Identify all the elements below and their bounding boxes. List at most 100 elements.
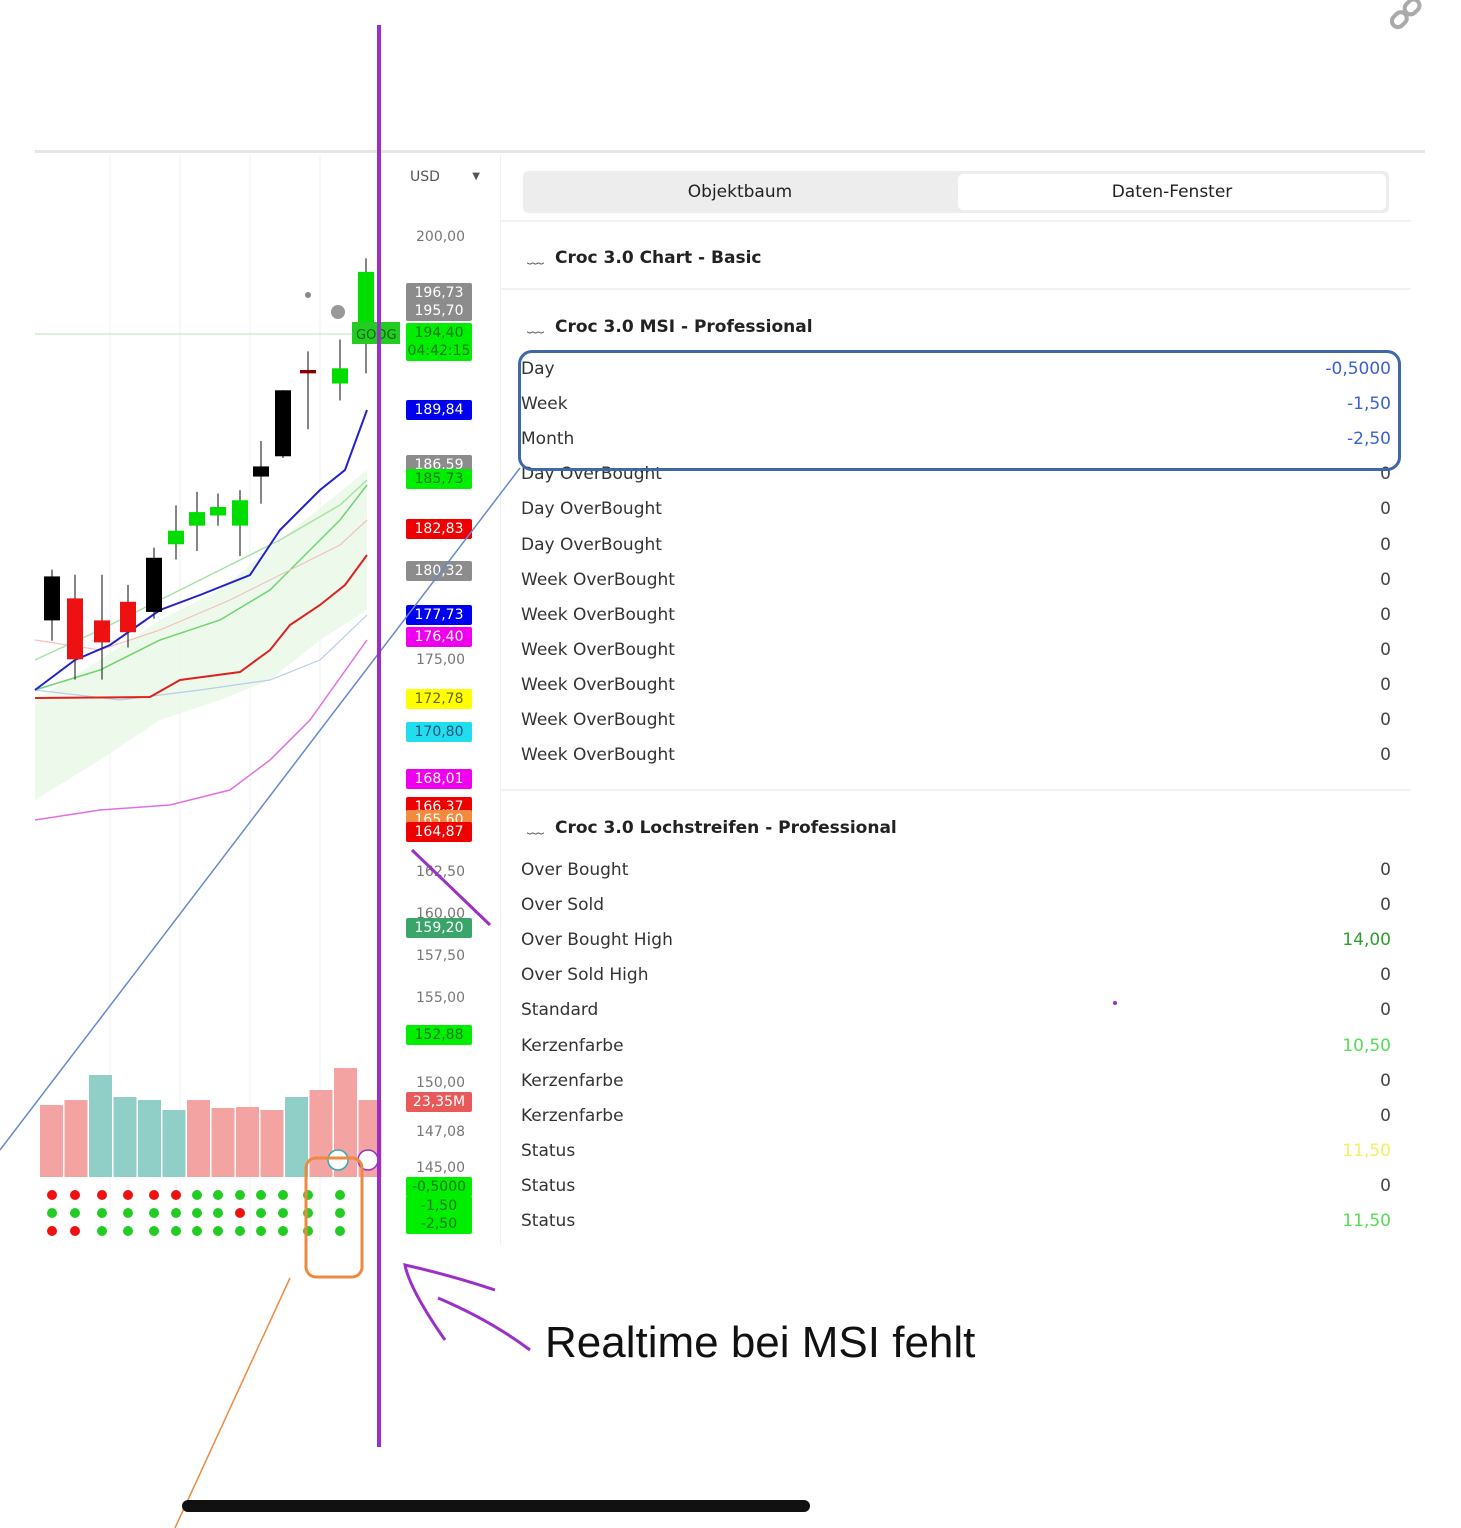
- price-label: -2,50: [406, 1213, 472, 1234]
- price-label: 04:42:15: [406, 341, 472, 362]
- signal-dot: [123, 1190, 133, 1200]
- row-value: 0: [1380, 710, 1391, 730]
- signal-dot: [303, 1190, 313, 1200]
- axis-tick-label: 162,50: [416, 863, 465, 880]
- price-label: 196,73: [406, 283, 472, 304]
- panel-tabs: Objektbaum Daten-Fenster: [523, 171, 1389, 213]
- row-label: Status: [521, 1140, 576, 1161]
- home-indicator[interactable]: [182, 1500, 810, 1512]
- volume-bar: [113, 1097, 137, 1177]
- signal-dot: [70, 1208, 80, 1218]
- currency-select[interactable]: USD ▼: [410, 163, 488, 191]
- data-row: Month -2,50: [521, 429, 1391, 459]
- price-label: 159,20: [406, 918, 472, 939]
- data-row: Over Sold 0: [521, 895, 1391, 925]
- price-label: 180,32: [406, 560, 472, 581]
- row-label: Week OverBought: [521, 639, 675, 660]
- data-row: Kerzenfarbe 0: [521, 1071, 1391, 1101]
- row-value: 0: [1380, 464, 1391, 485]
- signal-dot: [213, 1226, 223, 1236]
- data-row: Over Bought High 14,00: [521, 930, 1391, 960]
- collapse-icon[interactable]: ﹏: [527, 248, 544, 268]
- data-row: Day OverBought 0: [521, 535, 1391, 565]
- section-header[interactable]: ﹏ Croc 3.0 Chart - Basic: [527, 243, 761, 268]
- annotation-orange-line: [174, 1277, 291, 1528]
- signal-dot: [97, 1190, 107, 1200]
- row-label: Day OverBought: [521, 499, 662, 520]
- signal-dot: [192, 1226, 202, 1236]
- signal-dot: [278, 1190, 288, 1200]
- alert-icon[interactable]: [327, 1149, 349, 1171]
- signal-dot: [335, 1208, 345, 1218]
- signal-dot: [70, 1226, 80, 1236]
- data-row: Status 11,50: [521, 1211, 1391, 1241]
- signal-dot: [235, 1226, 245, 1236]
- signal-dot: [171, 1226, 181, 1236]
- row-label: Day: [521, 359, 555, 379]
- data-row: Kerzenfarbe 0: [521, 1106, 1391, 1136]
- section-title: Croc 3.0 Chart - Basic: [555, 248, 762, 268]
- tab-objektbaum[interactable]: Objektbaum: [687, 182, 793, 202]
- collapse-icon[interactable]: ﹏: [527, 818, 544, 838]
- row-label: Month: [521, 429, 575, 450]
- candle: [94, 620, 110, 643]
- candle: [300, 369, 316, 374]
- tab-daten-fenster[interactable]: Daten-Fenster: [958, 174, 1386, 210]
- row-label: Kerzenfarbe: [521, 1105, 624, 1126]
- signal-dot: [149, 1226, 159, 1236]
- candle: [67, 598, 83, 660]
- volume-bar: [236, 1107, 259, 1177]
- row-label: Week OverBought: [521, 569, 675, 590]
- signal-dot: [171, 1208, 181, 1218]
- data-row: Week OverBought 0: [521, 570, 1391, 600]
- signal-dot: [171, 1190, 181, 1200]
- row-label: Over Sold High: [521, 965, 649, 986]
- signal-dot: [335, 1226, 345, 1236]
- signal-dot: [335, 1190, 345, 1200]
- section-header[interactable]: ﹏ Croc 3.0 Lochstreifen - Professional: [527, 813, 897, 838]
- row-label: Week OverBought: [521, 745, 675, 766]
- marker-dot: [305, 292, 311, 298]
- data-row: Week OverBought 0: [521, 675, 1391, 705]
- data-row: Standard 0: [521, 1000, 1391, 1030]
- candle: [232, 500, 248, 526]
- row-label: Over Bought High: [521, 930, 673, 951]
- lightning-icon[interactable]: [357, 1149, 379, 1171]
- candle: [332, 368, 348, 384]
- axis-tick-label: 155,00: [416, 990, 465, 1007]
- signal-dot: [97, 1226, 107, 1236]
- signal-dot: [278, 1226, 288, 1236]
- signal-dot: [235, 1190, 245, 1200]
- candle: [146, 557, 162, 612]
- data-row: Day OverBought 0: [521, 499, 1391, 529]
- row-value: 0: [1380, 745, 1391, 766]
- signal-dot: [47, 1208, 57, 1218]
- row-label: Over Bought: [521, 860, 629, 880]
- price-label: 168,01: [406, 769, 472, 790]
- candle: [275, 390, 291, 457]
- row-label: Status: [521, 1211, 576, 1231]
- row-value: -2,50: [1347, 429, 1391, 450]
- signal-dot: [97, 1208, 107, 1218]
- row-label: Week OverBought: [521, 710, 675, 730]
- row-value: 0: [1380, 604, 1391, 625]
- signal-dot: [192, 1208, 202, 1218]
- row-label: Week OverBought: [521, 674, 675, 695]
- price-chart[interactable]: GOOG: [0, 0, 400, 1245]
- annotation-arrow: [403, 1263, 496, 1341]
- top-divider: [35, 150, 1425, 153]
- marker-dot: [331, 305, 345, 319]
- axis-tick-label: 157,50: [416, 948, 465, 965]
- volume-bar: [138, 1100, 161, 1177]
- collapse-icon[interactable]: ﹏: [527, 317, 544, 337]
- price-axis[interactable]: USD ▼ 200,00 175,00 162,50 160,00 157,50 155,0…: [400, 155, 495, 1240]
- section-header[interactable]: ﹏ Croc 3.0 MSI - Professional: [527, 312, 813, 337]
- row-value: 0: [1380, 965, 1391, 986]
- volume-bar: [40, 1105, 63, 1177]
- price-label: 185,73: [406, 469, 472, 490]
- row-label: Status: [521, 1175, 576, 1196]
- data-row: Status 11,50: [521, 1141, 1391, 1171]
- signal-dot: [123, 1208, 133, 1218]
- signal-dot: [256, 1190, 266, 1200]
- volume-bar: [187, 1100, 210, 1177]
